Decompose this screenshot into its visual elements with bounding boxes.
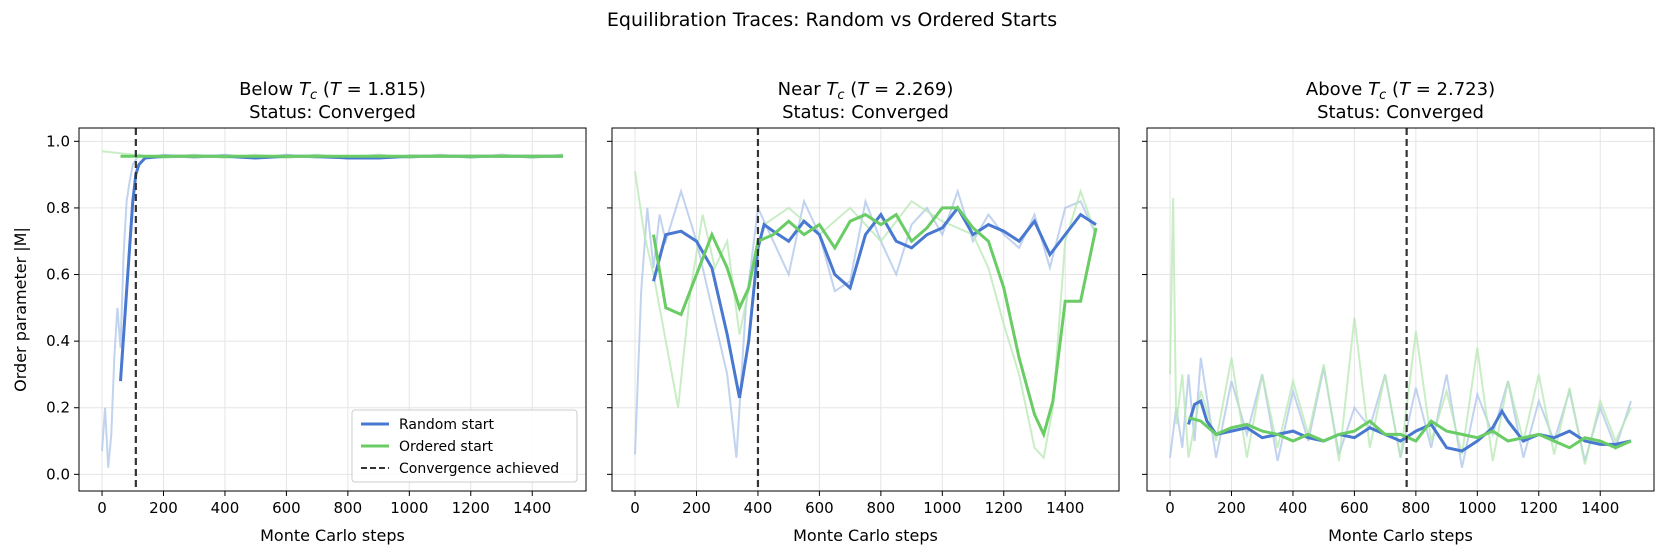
x-tick-label: 600	[805, 499, 834, 517]
x-axis-label: Monte Carlo steps	[1328, 526, 1473, 545]
legend-box	[351, 409, 578, 483]
panel-status: Status: Converged	[782, 102, 949, 123]
panel-title: Above Tc (T = 2.723)	[1306, 79, 1495, 103]
y-tick-label: 0.2	[46, 399, 70, 417]
panel-title: Near Tc (T = 2.269)	[778, 79, 954, 103]
panel-title: Below Tc (T = 1.815)	[239, 79, 426, 103]
x-tick-label: 600	[272, 499, 301, 517]
x-tick-label: 0	[1165, 499, 1175, 517]
x-tick-label: 1200	[985, 499, 1023, 517]
y-tick-label: 1.0	[46, 132, 70, 150]
x-tick-label: 1000	[923, 499, 961, 517]
x-tick-label: 800	[1402, 499, 1431, 517]
ordered-start-line	[1188, 416, 1632, 450]
x-axis-label: Monte Carlo steps	[260, 526, 405, 545]
raw-ordered-trace	[634, 171, 1097, 460]
raw-random-trace	[1169, 357, 1632, 468]
x-axis-label: Monte Carlo steps	[793, 526, 938, 545]
x-tick-label: 1000	[1458, 499, 1496, 517]
x-tick-label: 1400	[1046, 499, 1084, 517]
random-start-line	[652, 205, 1097, 399]
x-tick-label: 400	[744, 499, 773, 517]
figure-suptitle: Equilibration Traces: Random vs Ordered …	[607, 9, 1057, 31]
y-tick-label: 0.0	[46, 465, 70, 483]
y-tick-label: 0.6	[46, 266, 70, 284]
panel-2: 0 200 400 600 800 1000 1200 1400 Monte Carlo ste…	[607, 79, 1120, 545]
x-tick-label: 1400	[513, 499, 551, 517]
y-tick-label: 0.4	[46, 332, 70, 350]
x-tick-label: 400	[1279, 499, 1308, 517]
x-tick-label: 800	[334, 499, 363, 517]
x-tick-label: 0	[97, 499, 107, 517]
random-start-line	[1187, 398, 1632, 453]
raw-ordered-trace	[1169, 197, 1632, 465]
x-tick-label: 1200	[452, 499, 490, 517]
axes-frame	[611, 127, 1120, 492]
raw-random-trace	[634, 187, 1097, 458]
x-tick-label: 1000	[390, 499, 428, 517]
panel-status: Status: Converged	[1317, 102, 1484, 123]
x-tick-label: 600	[1340, 499, 1369, 517]
panel-status: Status: Converged	[249, 102, 416, 123]
x-tick-label: 400	[211, 499, 240, 517]
x-tick-label: 200	[149, 499, 178, 517]
legend-label-ordered: Ordered start	[399, 439, 494, 455]
legend-label-random: Random start	[399, 417, 495, 433]
x-tick-label: 800	[867, 499, 896, 517]
axes-frame	[78, 127, 587, 492]
y-axis-label: Order parameter |M|	[11, 227, 30, 392]
x-tick-label: 0	[630, 499, 640, 517]
ordered-start-line	[652, 206, 1098, 439]
axes-frame	[1146, 127, 1655, 492]
random-start-line	[119, 154, 563, 382]
x-tick-label: 1400	[1581, 499, 1619, 517]
x-tick-label: 1200	[1520, 499, 1558, 517]
panel-1: 0 200 400 600 800 1000 1200 1400 0.0 0.2 0.4 0.6 0.8…	[11, 79, 587, 545]
legend: Random start Ordered start Convergence ach…	[351, 409, 578, 483]
y-tick-label: 0.8	[46, 199, 70, 217]
legend-label-convergence: Convergence achieved	[399, 461, 559, 477]
x-tick-label: 200	[682, 499, 711, 517]
x-tick-label: 200	[1217, 499, 1246, 517]
panels: 0 200 400 600 800 1000 1200 1400 0.0 0.2 0.4 0.6 0.8…	[11, 79, 1655, 545]
panel-3: 0 200 400 600 800 1000 1200 1400 Monte Carlo ste…	[1142, 79, 1655, 545]
